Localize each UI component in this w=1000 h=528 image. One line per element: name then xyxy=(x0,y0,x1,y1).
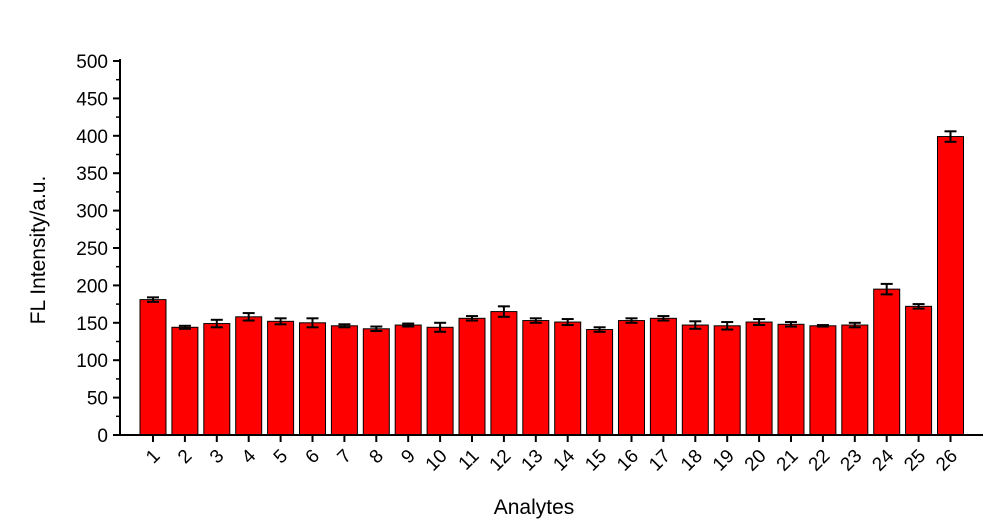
x-tick-label-9: 9 xyxy=(397,446,419,468)
x-tick-label-1: 1 xyxy=(142,446,164,468)
x-tick-label-3: 3 xyxy=(206,446,228,468)
y-tick-label-500: 500 xyxy=(76,52,108,73)
x-tick-label-10: 10 xyxy=(422,446,452,476)
error-bar-24 xyxy=(880,282,893,296)
error-bar-16 xyxy=(625,317,638,324)
bar-5 xyxy=(267,320,295,436)
error-bar-6 xyxy=(306,317,319,329)
error-bar-18 xyxy=(689,320,702,330)
error-bar-3 xyxy=(210,318,223,329)
x-tick-label-15: 15 xyxy=(581,446,611,476)
error-bar-4 xyxy=(242,312,255,322)
y-tick-label-50: 50 xyxy=(87,389,108,410)
error-bar-15 xyxy=(593,326,606,333)
bar-12 xyxy=(490,311,518,436)
x-tick-label-2: 2 xyxy=(174,446,196,468)
bar-15 xyxy=(586,329,614,436)
x-tick-label-21: 21 xyxy=(773,446,803,476)
error-bar-2 xyxy=(178,324,191,330)
y-tick-label-0: 0 xyxy=(97,426,108,447)
x-tick-label-17: 17 xyxy=(645,446,675,476)
bar-24 xyxy=(873,288,901,436)
x-tick-label-7: 7 xyxy=(334,446,356,468)
bar-20 xyxy=(745,321,773,436)
bar-16 xyxy=(618,320,645,436)
error-bar-5 xyxy=(274,317,287,326)
error-bar-8 xyxy=(370,325,383,333)
x-tick-label-8: 8 xyxy=(366,446,388,468)
bar-18 xyxy=(681,324,709,436)
error-bar-7 xyxy=(338,323,351,329)
bar-23 xyxy=(841,324,869,436)
x-tick-label-4: 4 xyxy=(238,445,261,468)
bar-11 xyxy=(458,317,486,436)
bar-8 xyxy=(362,328,390,436)
x-tick-label-18: 18 xyxy=(677,446,707,476)
error-bar-9 xyxy=(402,322,415,328)
error-bar-23 xyxy=(848,321,861,329)
y-tick-label-150: 150 xyxy=(76,314,108,335)
x-tick-label-26: 26 xyxy=(932,446,962,476)
bar-1 xyxy=(139,299,167,436)
bar-17 xyxy=(649,317,677,436)
bar-13 xyxy=(522,320,550,436)
y-axis-title: FL Intensity/a.u. xyxy=(27,176,50,325)
error-bar-1 xyxy=(147,296,159,303)
bar-19 xyxy=(713,325,741,436)
x-tick-label-19: 19 xyxy=(709,446,739,476)
x-tick-label-16: 16 xyxy=(613,446,643,476)
bar-9 xyxy=(394,324,422,436)
error-bar-22 xyxy=(816,324,829,328)
x-axis-title: Analytes xyxy=(494,496,575,519)
bar-25 xyxy=(905,305,933,436)
bar-22 xyxy=(809,325,837,436)
bar-26 xyxy=(937,136,964,436)
x-ticks-layer: 1 2 3 4 5 6 7 8 9 10 11 12 13 14 15 16 17 18 19 20 21 22 23 24 2… xyxy=(142,435,962,475)
x-tick-label-14: 14 xyxy=(549,445,579,475)
y-ticks-layer: 0 50 100 150 200 250 300 350 400 450 500 xyxy=(76,52,120,447)
bar-3 xyxy=(203,323,231,436)
error-bar-20 xyxy=(753,318,766,327)
error-bar-19 xyxy=(721,321,734,331)
x-tick-label-12: 12 xyxy=(486,446,516,476)
error-bar-11 xyxy=(466,315,478,322)
bars-layer xyxy=(139,136,964,436)
bar-7 xyxy=(330,325,358,436)
bar-6 xyxy=(299,322,326,436)
x-tick-label-6: 6 xyxy=(302,446,324,468)
error-bar-25 xyxy=(912,303,925,310)
y-tick-label-450: 450 xyxy=(76,89,108,110)
error-bar-12 xyxy=(497,305,510,318)
bar-4 xyxy=(235,316,263,436)
y-tick-label-300: 300 xyxy=(76,202,108,223)
x-tick-label-11: 11 xyxy=(455,446,484,475)
error-bar-17 xyxy=(657,315,670,322)
y-tick-label-350: 350 xyxy=(76,164,108,185)
error-bar-21 xyxy=(785,321,797,328)
y-tick-label-250: 250 xyxy=(76,239,108,260)
x-tick-label-23: 23 xyxy=(837,446,867,476)
y-tick-label-200: 200 xyxy=(76,276,108,297)
x-tick-label-5: 5 xyxy=(270,446,292,468)
y-tick-label-400: 400 xyxy=(76,127,108,148)
error-bars-layer xyxy=(147,130,957,333)
bar-21 xyxy=(777,323,805,436)
error-bar-10 xyxy=(434,321,447,333)
x-tick-label-24: 24 xyxy=(868,445,898,475)
error-bar-14 xyxy=(561,318,574,327)
error-bar-26 xyxy=(944,130,957,143)
bar-10 xyxy=(426,326,454,436)
bar-2 xyxy=(171,326,199,436)
x-tick-label-22: 22 xyxy=(805,446,835,476)
error-bar-13 xyxy=(529,317,542,324)
bar-14 xyxy=(554,321,582,436)
x-tick-label-13: 13 xyxy=(518,446,548,476)
x-tick-label-25: 25 xyxy=(900,446,930,476)
x-tick-label-20: 20 xyxy=(741,446,771,476)
y-tick-label-100: 100 xyxy=(76,351,108,372)
